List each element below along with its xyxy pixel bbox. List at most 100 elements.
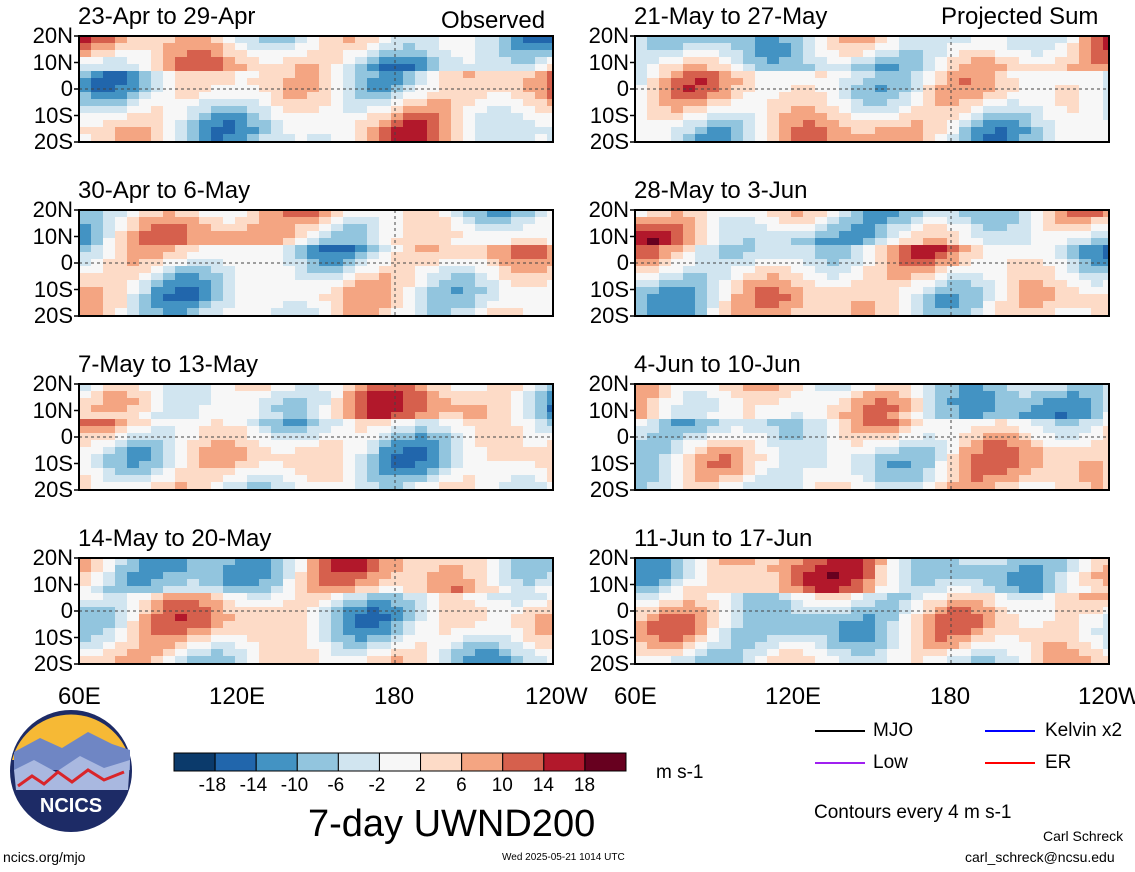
heatmap-cell: [223, 468, 236, 476]
heatmap-cell: [175, 468, 188, 476]
heatmap-cell: [995, 405, 1008, 413]
heatmap-cell: [731, 412, 744, 420]
heatmap-cell: [403, 621, 416, 629]
heatmap-cell: [79, 600, 92, 608]
heatmap-cell: [79, 273, 92, 281]
heatmap-cell: [839, 106, 852, 114]
heatmap-cell: [827, 210, 840, 218]
panel-observed-4: [74, 557, 554, 665]
heatmap-cell: [731, 621, 744, 629]
heatmap-cell: [295, 106, 308, 114]
heatmap-cell: [1031, 99, 1044, 107]
heatmap-cell: [1007, 593, 1020, 601]
heatmap-cell: [547, 57, 553, 65]
heatmap-cell: [151, 482, 164, 490]
heatmap-cell: [139, 572, 152, 580]
heatmap-cell: [683, 440, 696, 448]
heatmap-cell: [523, 398, 536, 406]
heatmap-cell: [127, 649, 140, 657]
heatmap-cell: [1103, 134, 1109, 142]
heatmap-cell: [115, 43, 128, 51]
heatmap-cell: [391, 50, 404, 58]
heatmap-cell: [719, 558, 732, 566]
heatmap-cell: [499, 454, 512, 462]
heatmap-cell: [875, 600, 888, 608]
heatmap-cell: [899, 36, 912, 44]
heatmap-cell: [271, 461, 284, 469]
heatmap-cell: [547, 120, 553, 128]
heatmap-cell: [635, 405, 648, 413]
heatmap-cell: [743, 482, 756, 490]
heatmap-cell: [211, 447, 224, 455]
heatmap-cell: [439, 614, 452, 622]
heatmap-cell: [535, 412, 548, 420]
heatmap-cell: [187, 245, 200, 253]
heatmap-cell: [463, 43, 476, 51]
heatmap-cell: [1019, 113, 1032, 121]
heatmap-cell: [647, 482, 660, 490]
heatmap-cell: [199, 398, 212, 406]
heatmap-cell: [403, 405, 416, 413]
heatmap-cell: [1067, 398, 1080, 406]
heatmap-cell: [707, 106, 720, 114]
heatmap-cell: [199, 656, 212, 664]
heatmap-cell: [755, 245, 768, 253]
heatmap-cell: [535, 287, 548, 295]
heatmap-cell: [755, 301, 768, 309]
heatmap-cell: [115, 231, 128, 239]
heatmap-cell: [331, 461, 344, 469]
heatmap-cell: [151, 600, 164, 608]
heatmap-cell: [211, 628, 224, 636]
heatmap-cell: [475, 273, 488, 281]
heatmap-cell: [283, 294, 296, 302]
heatmap-cell: [719, 224, 732, 232]
heatmap-cell: [1043, 301, 1056, 309]
heatmap-cell: [151, 245, 164, 253]
heatmap-cell: [463, 245, 476, 253]
heatmap-cell: [815, 391, 828, 399]
heatmap-cell: [683, 106, 696, 114]
heatmap-cell: [523, 419, 536, 427]
heatmap-cell: [695, 447, 708, 455]
heatmap-cell: [1007, 426, 1020, 434]
heatmap-cell: [511, 398, 524, 406]
heatmap-cell: [695, 412, 708, 420]
heatmap-cell: [971, 621, 984, 629]
heatmap-cell: [827, 134, 840, 142]
heatmap-cell: [947, 113, 960, 121]
heatmap-cell: [175, 614, 188, 622]
heatmap-cell: [1091, 273, 1104, 281]
heatmap-cell: [91, 99, 104, 107]
heatmap-cell: [815, 78, 828, 86]
heatmap-cell: [427, 628, 440, 636]
heatmap-cell: [415, 593, 428, 601]
heatmap-cell: [671, 482, 684, 490]
heatmap-cell: [415, 468, 428, 476]
heatmap-cell: [983, 106, 996, 114]
heatmap-cell: [899, 231, 912, 239]
heatmap-cell: [731, 78, 744, 86]
heatmap-cell: [683, 266, 696, 274]
heatmap-cell: [247, 614, 260, 622]
heatmap-cell: [755, 440, 768, 448]
heatmap-cell: [743, 628, 756, 636]
heatmap-cell: [139, 579, 152, 587]
heatmap-cell: [1055, 210, 1068, 218]
heatmap-cell: [271, 43, 284, 51]
heatmap-cell: [115, 120, 128, 128]
heatmap-cell: [223, 210, 236, 218]
heatmap-cell: [115, 482, 128, 490]
heatmap-cell: [283, 649, 296, 657]
heatmap-cell: [403, 210, 416, 218]
heatmap-cell: [175, 280, 188, 288]
heatmap-cell: [899, 565, 912, 573]
heatmap-cell: [103, 36, 116, 44]
heatmap-cell: [283, 579, 296, 587]
heatmap-cell: [1103, 99, 1109, 107]
heatmap-cell: [1019, 71, 1032, 79]
heatmap-cell: [839, 454, 852, 462]
heatmap-cell: [151, 224, 164, 232]
heatmap-cell: [1019, 224, 1032, 232]
heatmap-cell: [403, 71, 416, 79]
heatmap-cell: [307, 572, 320, 580]
